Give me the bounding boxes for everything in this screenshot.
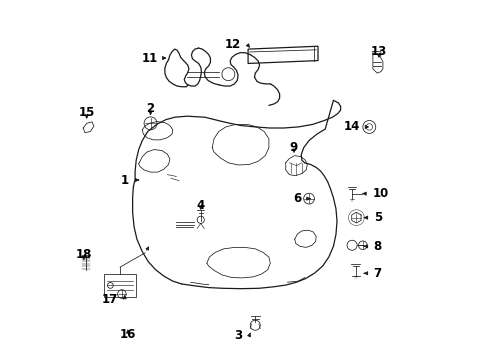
- Text: 16: 16: [120, 328, 136, 341]
- Text: 10: 10: [372, 187, 388, 200]
- Text: 7: 7: [373, 267, 381, 280]
- Text: 14: 14: [343, 121, 360, 134]
- Text: 6: 6: [292, 192, 301, 205]
- Text: 11: 11: [141, 51, 158, 64]
- Text: 9: 9: [289, 141, 298, 154]
- Text: 17: 17: [102, 293, 118, 306]
- Text: 1: 1: [121, 174, 129, 186]
- Text: 12: 12: [224, 38, 241, 51]
- Text: 13: 13: [370, 45, 386, 58]
- Text: 3: 3: [234, 329, 242, 342]
- Text: 4: 4: [196, 199, 204, 212]
- Text: 18: 18: [76, 248, 92, 261]
- Text: 5: 5: [373, 211, 381, 224]
- Text: 8: 8: [373, 240, 381, 253]
- Text: 2: 2: [146, 102, 154, 115]
- Text: 15: 15: [79, 106, 95, 119]
